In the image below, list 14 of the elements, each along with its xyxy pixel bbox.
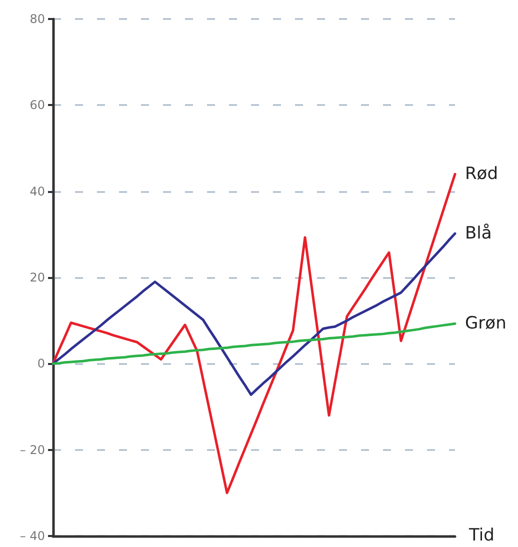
series-label: Blå xyxy=(465,224,492,244)
y-tick-label: – 40 xyxy=(20,529,45,543)
line-series xyxy=(52,322,456,365)
y-tick-label: 80 xyxy=(30,12,45,26)
line-series xyxy=(52,232,456,396)
y-tick-label: – 20 xyxy=(20,442,45,457)
y-tick-label: 0 xyxy=(37,356,45,371)
y-tick-label: 60 xyxy=(30,98,45,112)
series-label: Grøn xyxy=(465,314,506,334)
y-tick-label: 20 xyxy=(30,270,45,284)
x-axis-title: Tid xyxy=(468,526,494,546)
line-series xyxy=(52,172,456,494)
y-tick-label: 40 xyxy=(30,184,45,198)
series-label: Rød xyxy=(465,164,498,184)
